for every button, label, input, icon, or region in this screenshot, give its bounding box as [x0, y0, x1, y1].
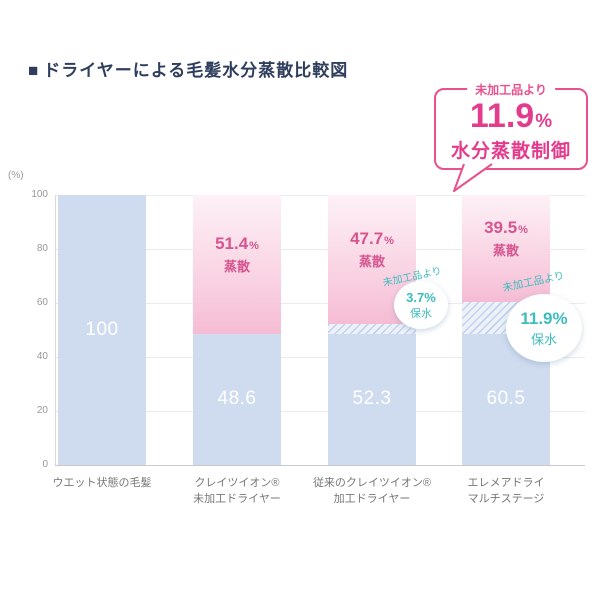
evaporation-label: 51.4 % 蒸散 — [215, 234, 259, 275]
bar-unprocessed-dryer: 51.4 % 蒸散 48.6 — [193, 195, 281, 465]
bar-value-label: 100 — [85, 319, 119, 340]
category-line: 未加工ドライヤー — [193, 492, 281, 505]
evaporation-value: 47.7 — [350, 228, 384, 248]
category-label: 従来のクレイツイオン® 加工ドライヤー — [297, 476, 447, 508]
gridline — [55, 303, 585, 304]
evaporation-label: 47.7 % 蒸散 — [350, 229, 394, 270]
retention-annotation-bubble: 11.9% 保水 — [506, 294, 582, 362]
bar-wet-hair: 100 — [58, 195, 146, 465]
category-line: 加工ドライヤー — [333, 492, 411, 505]
bar-conventional-dryer: 47.7 % 蒸散 52.3 — [328, 195, 416, 465]
y-tick-label: 100 — [31, 189, 48, 200]
category-line: エレメアドライ — [467, 477, 545, 489]
retention-gain-word: 保水 — [410, 307, 432, 320]
category-line: 従来のクレイツイオン® — [312, 477, 432, 489]
gridline — [55, 195, 585, 196]
y-tick-label: 0 — [42, 459, 48, 470]
category-label: ウエット状態の毛髪 — [27, 476, 177, 492]
bar-value-label: 48.6 — [217, 388, 257, 410]
retention-gain-value: 11.9% — [520, 308, 568, 328]
evaporation-word: 蒸散 — [492, 242, 519, 258]
y-tick-label: 60 — [36, 297, 48, 308]
y-axis-line — [55, 195, 56, 465]
percent-sign: % — [535, 111, 553, 132]
gridline — [55, 411, 585, 412]
bar-segment-retention-gain-hatch — [328, 323, 416, 334]
page-title: ■ ドライヤーによる毛髪水分蒸散比較図 — [28, 56, 348, 81]
bar-segment-retention: 52.3 — [328, 333, 416, 465]
evaporation-value: 51.4 — [215, 233, 249, 253]
callout-value-row: 11.9 % — [470, 99, 552, 133]
bar-segment-evaporation: 39.5 % 蒸散 — [462, 195, 550, 302]
category-line: ウエット状態の毛髪 — [52, 477, 152, 489]
retention-annotation-bubble: 3.7% 保水 — [394, 281, 448, 329]
category-line: マルチステージ — [467, 492, 545, 505]
square-bullet-icon: ■ — [28, 61, 40, 80]
bar-segment-retention: 100 — [58, 195, 146, 465]
category-label: エレメアドライ マルチステージ — [431, 476, 581, 508]
percent-sign: % — [384, 234, 394, 247]
callout-tail-icon — [453, 163, 493, 192]
summary-callout: 未加工品より 11.9 % 水分蒸散制御 — [434, 81, 588, 170]
percent-sign: % — [518, 223, 528, 236]
bar-value-label: 60.5 — [486, 388, 526, 410]
retention-gain-word: 保水 — [530, 331, 557, 347]
retention-gain-value: 3.7% — [406, 289, 436, 305]
x-axis-line — [55, 465, 585, 466]
evaporation-word: 蒸散 — [223, 258, 250, 274]
category-label: クレイツイオン® 未加工ドライヤー — [162, 476, 312, 508]
evaporation-value: 39.5 — [484, 217, 518, 237]
callout-value: 11.9 — [469, 97, 535, 135]
callout-label: 水分蒸散制御 — [450, 141, 571, 162]
bar-value-label: 52.3 — [352, 388, 392, 410]
category-line: クレイツイオン® — [194, 477, 280, 489]
evaporation-label: 39.5 % 蒸散 — [484, 218, 528, 259]
page-title-text: ドライヤーによる毛髪水分蒸散比較図 — [43, 61, 349, 80]
percent-sign: % — [249, 239, 259, 252]
callout-tag: 未加工品より — [467, 81, 555, 98]
y-tick-label: 20 — [36, 405, 48, 416]
bar-segment-retention: 48.6 — [193, 333, 281, 465]
evaporation-word: 蒸散 — [358, 253, 385, 269]
gridline — [55, 249, 585, 250]
y-tick-label: 40 — [36, 351, 48, 362]
y-tick-label: 80 — [36, 243, 48, 254]
bar-segment-evaporation: 51.4 % 蒸散 — [193, 195, 281, 334]
y-axis-unit: (%) — [8, 170, 24, 181]
gridline — [55, 357, 585, 358]
